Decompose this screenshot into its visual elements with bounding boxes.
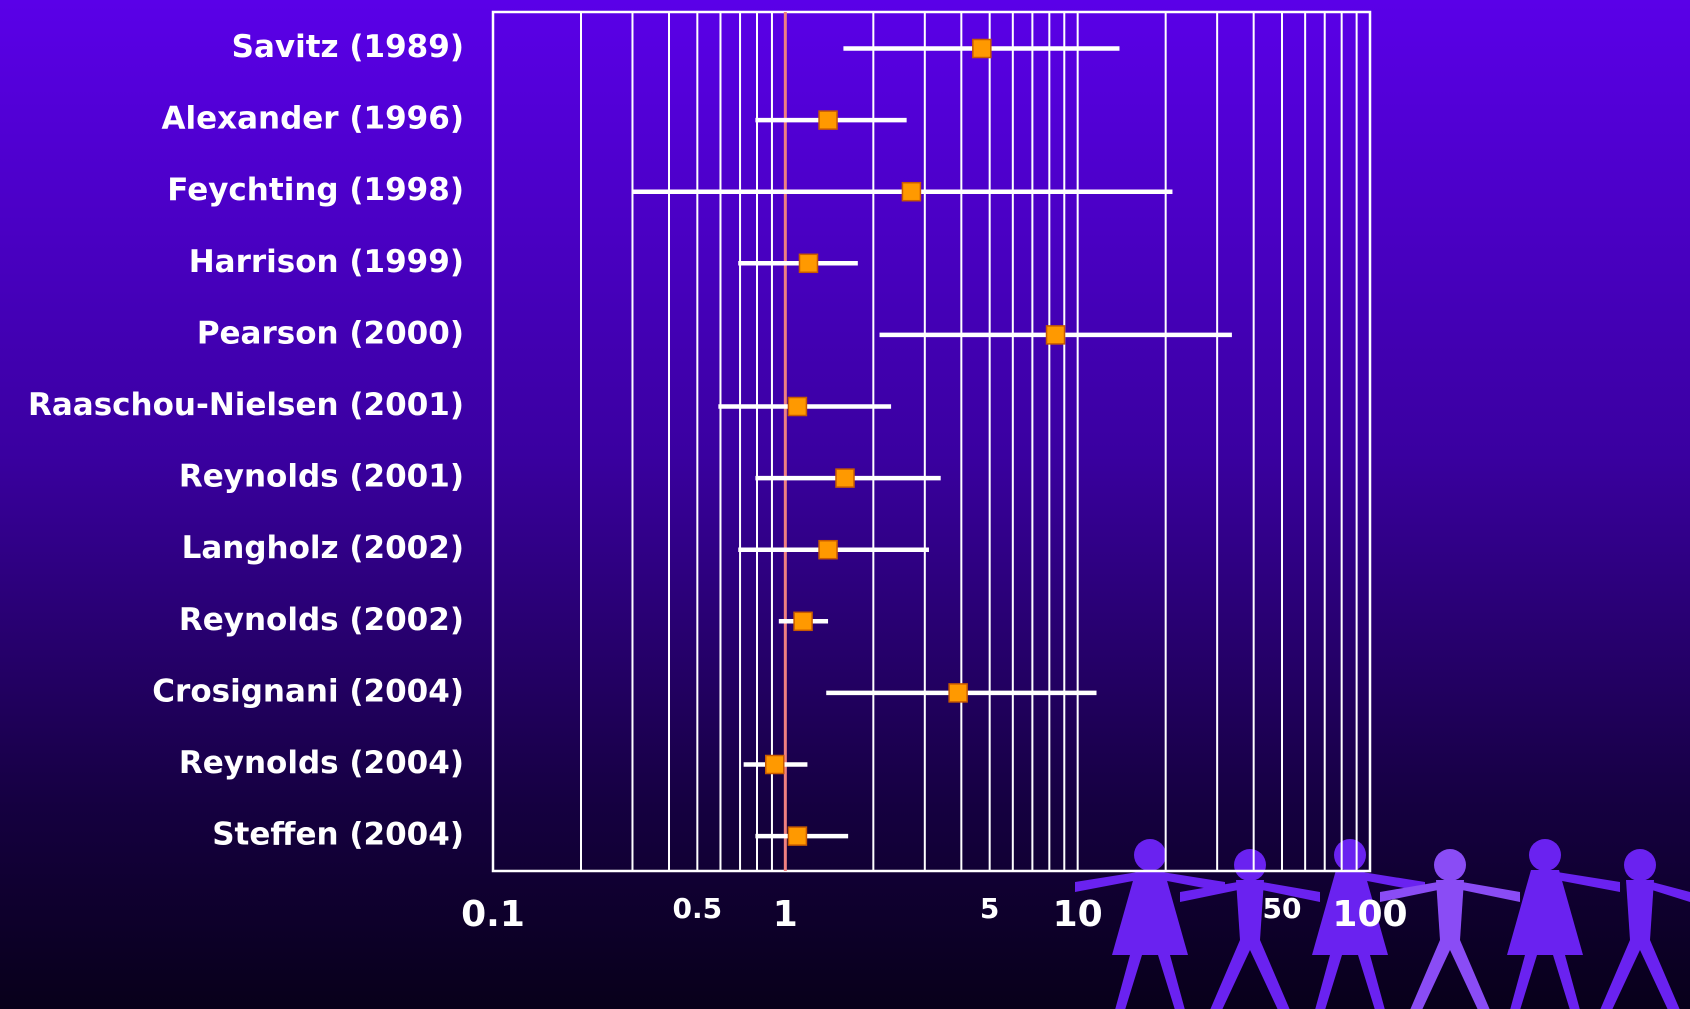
point-estimate [1047,326,1065,344]
point-estimate [836,469,854,487]
study-label: Reynolds (2004) [179,745,464,781]
page: 0.1 0.5 1 5 10 50 100 Savitz (1989) Alexander (1… [0,0,1690,1009]
point-estimate [973,40,991,58]
study-label: Reynolds (2002) [179,602,464,638]
point-estimate [766,756,784,774]
point-estimate [949,684,967,702]
study-label: Reynolds (2001) [179,459,464,495]
x-tick-label: 100 [1332,894,1407,935]
study-label: Raaschou-Nielsen (2001) [28,387,464,423]
study-label: Pearson (2000) [197,315,464,351]
point-estimate [819,541,837,559]
study-label: Steffen (2004) [212,817,464,853]
point-estimate [788,398,806,416]
point-estimate [788,827,806,845]
study-label: Crosignani (2004) [152,673,464,709]
study-label: Langholz (2002) [182,530,464,566]
study-label: Feychting (1998) [167,172,464,208]
x-tick-label: 5 [980,892,999,925]
x-tick-label: 0.1 [461,894,525,935]
study-label: Savitz (1989) [232,29,464,65]
plot-frame [493,12,1370,871]
x-tick-label: 10 [1053,894,1103,935]
point-estimate [902,183,920,201]
x-tick-label: 0.5 [673,892,723,925]
x-tick-label: 50 [1263,892,1302,925]
chart: 0.1 0.5 1 5 10 50 100 Savitz (1989) Alexander (1… [0,0,1690,1009]
point-estimate [819,111,837,129]
point-estimate [794,612,812,630]
x-tick-label: 1 [773,894,798,935]
point-estimate [799,254,817,272]
study-label: Alexander (1996) [161,101,464,137]
study-label: Harrison (1999) [189,244,464,280]
